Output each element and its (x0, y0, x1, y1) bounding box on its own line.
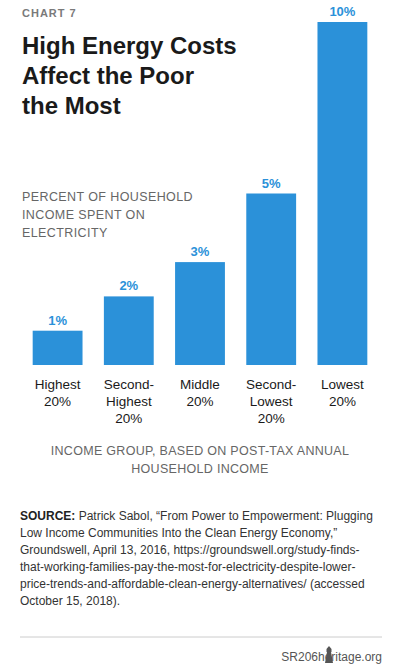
source-label: SOURCE: (20, 509, 75, 523)
category-label-line: Second- (104, 377, 154, 392)
x-axis-label-line: INCOME GROUP, BASED ON POST-TAX ANNUAL (51, 444, 350, 458)
bar (33, 331, 83, 365)
report-id: SR206 (281, 650, 318, 664)
title-line: Affect the Poor (22, 62, 194, 89)
category-label: Second- Highest 20% (104, 377, 154, 426)
title-line: the Most (22, 92, 121, 119)
subtitle-line: PERCENT OF HOUSEHOLD (22, 190, 193, 204)
title-line: High Energy Costs (22, 32, 237, 59)
category-label: Middle 20% (180, 377, 220, 409)
category-label-line: 20% (186, 394, 213, 409)
logo-tower (325, 652, 333, 663)
data-label: 3% (191, 244, 210, 259)
category-label-line: Lowest (321, 377, 364, 392)
category-label-line: 20% (258, 411, 285, 426)
category-label-line: Lowest (250, 394, 293, 409)
subtitle: PERCENT OF HOUSEHOLD INCOME SPENT ON ELECT… (22, 190, 193, 240)
subtitle-line: ELECTRICITY (22, 226, 108, 240)
x-axis-label-line: HOUSEHOLD INCOME (131, 462, 268, 476)
category-label-line: 20% (329, 394, 356, 409)
category-label-line: Highest (106, 394, 152, 409)
category-label-line: Highest (35, 377, 81, 392)
category-label-line: Middle (180, 377, 220, 392)
publisher: heritage.org (318, 650, 382, 664)
category-label-line: 20% (115, 411, 142, 426)
title: High Energy Costs Affect the Poor the Most (22, 32, 237, 119)
data-label: 2% (119, 278, 138, 293)
category-label: Lowest 20% (321, 377, 364, 409)
bars (33, 22, 368, 365)
source: SOURCE: Patrick Sabol, “From Power to Em… (20, 508, 382, 610)
bar (246, 194, 296, 366)
category-label: Second- Lowest 20% (246, 377, 296, 426)
source-text: Patrick Sabol, “From Power to Empowermen… (20, 509, 373, 608)
bar (175, 262, 225, 365)
x-axis-label: INCOME GROUP, BASED ON POST-TAX ANNUAL HO… (51, 444, 350, 476)
footer-rule (20, 637, 382, 638)
subtitle-line: INCOME SPENT ON (22, 208, 145, 222)
data-label: 10% (329, 4, 355, 19)
category-label-line: Second- (246, 377, 296, 392)
data-label: 5% (262, 176, 281, 191)
data-label: 1% (48, 313, 67, 328)
chart-label: CHART 7 (22, 7, 77, 19)
category-label: Highest 20% (35, 377, 81, 409)
bar (104, 296, 154, 365)
logo-lamp (327, 649, 332, 652)
category-label-line: 20% (44, 394, 71, 409)
bar (317, 22, 367, 365)
logo-roof (327, 646, 332, 649)
logo-icon (325, 646, 333, 663)
